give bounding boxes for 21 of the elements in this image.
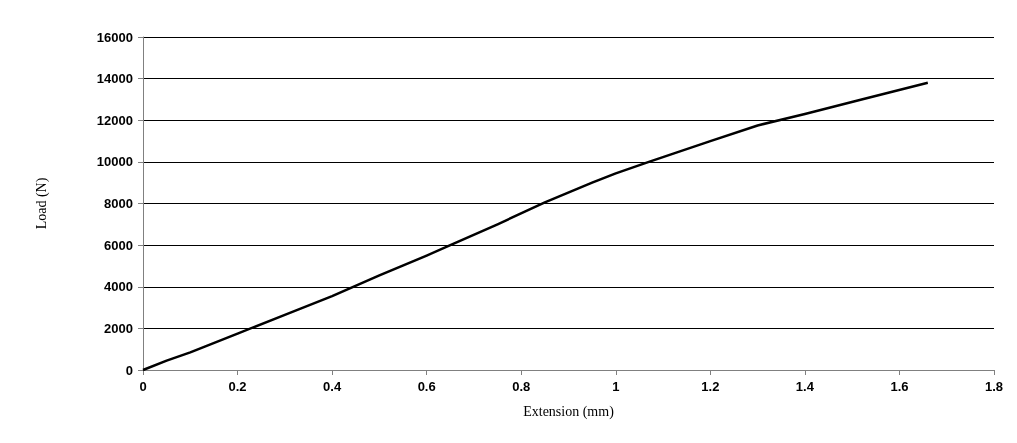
y-tick-label: 14000 [96,71,133,87]
y-tick-label: 4000 [104,279,133,295]
x-tick-label: 0.8 [512,379,531,394]
x-tick-label: 0 [139,379,147,394]
x-tick-label: 0.6 [417,379,436,394]
y-tick-label: 6000 [104,237,133,253]
y-tick-label: 12000 [96,112,133,128]
x-axis-title: Extension (mm) [523,403,615,420]
x-tick-label: 1.2 [701,379,720,394]
x-tick-label: 1.8 [984,379,1004,394]
x-tick-label: 1 [612,379,620,394]
y-tick-label: 16000 [96,29,133,45]
y-tick-label: 2000 [104,320,133,336]
x-tick-label: 1.6 [890,379,909,394]
x-tick-label: 0.2 [228,379,247,394]
y-tick-label: 10000 [96,154,133,170]
y-axis-title: Load (N) [33,177,50,230]
x-tick-label: 1.4 [795,379,815,394]
x-tick-label: 0.4 [323,379,342,394]
y-tick-label: 8000 [104,196,133,211]
y-tick-label: 0 [125,362,133,378]
